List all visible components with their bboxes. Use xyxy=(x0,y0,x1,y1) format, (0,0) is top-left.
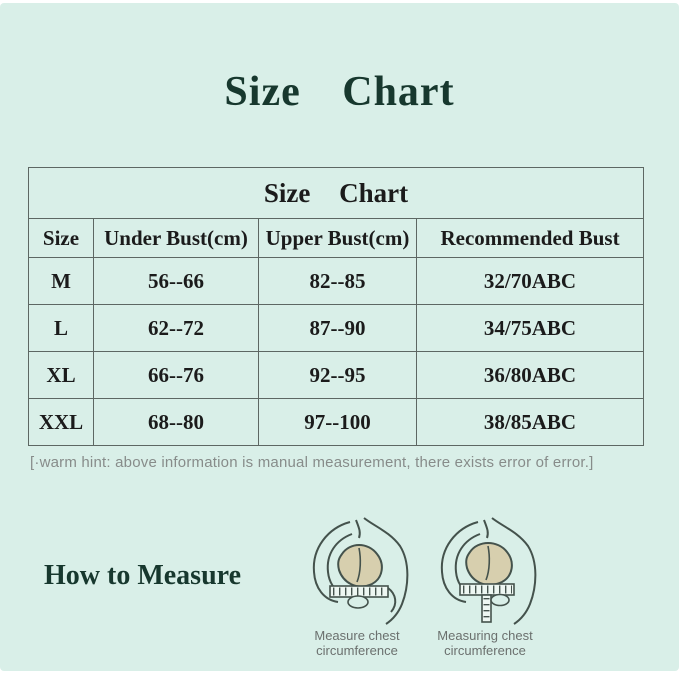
table-row: XL 66--76 92--95 36/80ABC xyxy=(28,351,645,399)
cell-under-bust: 56--66 xyxy=(93,257,259,305)
cell-recommended: 36/80ABC xyxy=(415,351,645,399)
cell-size: XL xyxy=(28,351,94,399)
cell-recommended: 38/85ABC xyxy=(415,398,645,446)
cell-upper-bust: 97--100 xyxy=(258,398,417,446)
measuring-torso-icon xyxy=(298,514,416,626)
cell-upper-bust: 92--95 xyxy=(258,351,417,399)
cell-upper-bust: 82--85 xyxy=(258,257,417,305)
col-header-upper-bust: Upper Bust(cm) xyxy=(258,218,417,258)
caption-line: Measure chest xyxy=(314,628,400,643)
caption-line: Measuring chest xyxy=(437,628,533,643)
cell-under-bust: 66--76 xyxy=(93,351,259,399)
warm-hint-text: [·warm hint: above information is manual… xyxy=(30,454,594,471)
col-header-under-bust: Under Bust(cm) xyxy=(93,218,259,258)
measure-figure-2: Measuring chest circumference xyxy=(424,514,546,658)
measure-figure-1: Measure chest circumference xyxy=(296,514,418,658)
caption-line: circumference xyxy=(444,643,526,658)
measuring-torso-icon xyxy=(426,514,544,626)
cell-size: M xyxy=(28,257,94,305)
measure-illustrations: Measure chest circumference xyxy=(296,514,546,658)
cell-size: L xyxy=(28,304,94,352)
table-title: Size Chart xyxy=(27,167,645,219)
table-row: XXL 68--80 97--100 38/85ABC xyxy=(28,398,645,446)
col-header-recommended: Recommended Bust xyxy=(415,218,645,258)
table-row: L 62--72 87--90 34/75ABC xyxy=(28,304,645,352)
figure-caption: Measuring chest circumference xyxy=(437,628,532,658)
cell-under-bust: 62--72 xyxy=(93,304,259,352)
table-title-row: Size Chart xyxy=(27,167,645,219)
figure-caption: Measure chest circumference xyxy=(314,628,399,658)
table-row: M 56--66 82--85 32/70ABC xyxy=(28,257,645,305)
page-title: Size Chart xyxy=(224,69,455,115)
cell-upper-bust: 87--90 xyxy=(258,304,417,352)
col-header-size: Size xyxy=(28,218,94,258)
cell-recommended: 32/70ABC xyxy=(415,257,645,305)
caption-line: circumference xyxy=(316,643,398,658)
how-to-measure-heading: How to Measure xyxy=(44,560,241,591)
table-header-row: Size Under Bust(cm) Upper Bust(cm) Recom… xyxy=(28,218,645,258)
cell-under-bust: 68--80 xyxy=(93,398,259,446)
size-table: Size Chart Size Under Bust(cm) Upper Bus… xyxy=(27,167,645,446)
cell-recommended: 34/75ABC xyxy=(415,304,645,352)
cell-size: XXL xyxy=(28,398,94,446)
